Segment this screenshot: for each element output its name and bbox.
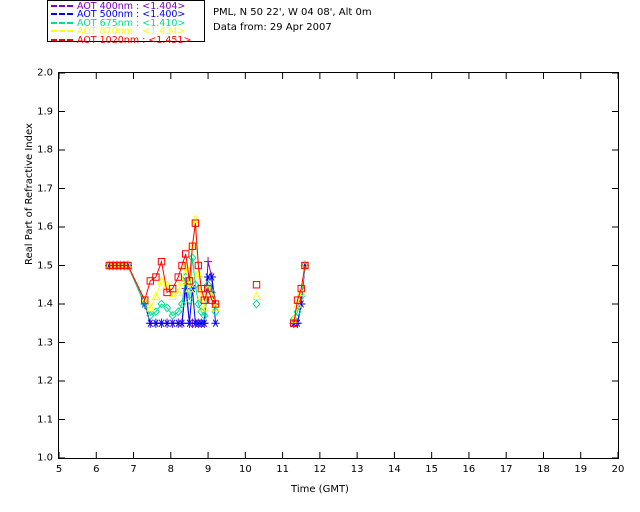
legend-item-675nm: AOT 675nm : <1.410>: [51, 19, 185, 28]
legend-item-870nm: AOT 870nm : <1.434>: [51, 27, 185, 36]
x-tick-label: 10: [238, 464, 252, 475]
x-tick-label: 9: [204, 464, 212, 475]
series-aot-1020nm: [105, 219, 309, 327]
legend-line-swatch-1020nm: [51, 38, 73, 41]
x-tick-label: 19: [574, 464, 588, 475]
y-tick-label: 1.8: [37, 144, 53, 156]
x-tick-label: 18: [537, 464, 550, 475]
legend-label-400nm: AOT 400nm : <1.404>: [77, 1, 186, 12]
legend-item-500nm: AOT 500nm : <1.400>: [51, 9, 186, 21]
header-date-line: Data from: 29 Apr 2007: [213, 22, 332, 33]
plot-frame: 5 6 7 8 9 10 11 12 13 14 15 16 17 18 19 20 1.0 1.1 1.2 1.3 1…: [37, 68, 624, 476]
y-axis-label: Real Part of Refractive Index: [24, 123, 35, 265]
legend-label-500nm: AOT 500nm : <1.400>: [77, 9, 186, 21]
y-tick-label: 1.5: [37, 260, 53, 271]
legend-line-swatch-500nm: [51, 13, 73, 16]
x-tick-label: 12: [313, 464, 327, 475]
y-tick-label: 1.7: [37, 183, 53, 194]
y-tick-label: 1.0: [37, 452, 53, 464]
x-axis-label: Time (GMT): [291, 484, 349, 495]
series-aot-675nm: [105, 253, 310, 324]
x-tick-label: 13: [350, 464, 364, 475]
legend-label-675nm: AOT 675nm : <1.410>: [77, 17, 186, 29]
y-tick-label: 1.4: [37, 298, 53, 310]
y-tick-label: 1.3: [37, 337, 53, 348]
legend-line-swatch-675nm: [51, 21, 73, 24]
legend-label-1020nm: AOT 1020nm : <1.451>: [77, 34, 192, 46]
plot-canvas: [59, 73, 618, 458]
y-tick-label: 1.6: [37, 221, 53, 233]
x-tick-label: 20: [611, 464, 625, 475]
x-tick-label: 11: [276, 464, 289, 475]
y-tick-label: 2.0: [37, 67, 53, 79]
header-site-line: PML, N 50 22', W 04 08', Alt 0m: [213, 7, 372, 18]
x-tick-label: 17: [499, 464, 513, 475]
legend-label-870nm: AOT 870nm : <1.434>: [77, 26, 186, 38]
x-tick-label: 16: [462, 464, 476, 475]
x-tick-label: 15: [425, 464, 439, 475]
x-tick-label: 7: [130, 464, 137, 475]
y-tick-label: 1.2: [37, 375, 53, 387]
header-text: PML, N 50 22', W 04 08', Alt 0m Data fro…: [213, 5, 372, 35]
x-tick-label: 8: [167, 464, 174, 475]
legend-item-1020nm: AOT 1020nm : <1.451>: [51, 34, 192, 46]
legend-line-swatch-400nm: [51, 5, 73, 7]
x-tick-label: 14: [388, 464, 401, 475]
legend-line-swatch-870nm: [51, 30, 73, 33]
y-tick-label: 1.9: [37, 106, 53, 117]
legend-box: AOT 400nm : <1.404> AOT 500nm : <1.400> AO…: [47, 0, 205, 46]
y-tick-label: 1.1: [37, 414, 53, 425]
x-tick-label: 5: [55, 464, 63, 475]
x-tick-label: 6: [93, 464, 100, 475]
legend-item-400nm: AOT 400nm : <1.404>: [51, 2, 185, 11]
